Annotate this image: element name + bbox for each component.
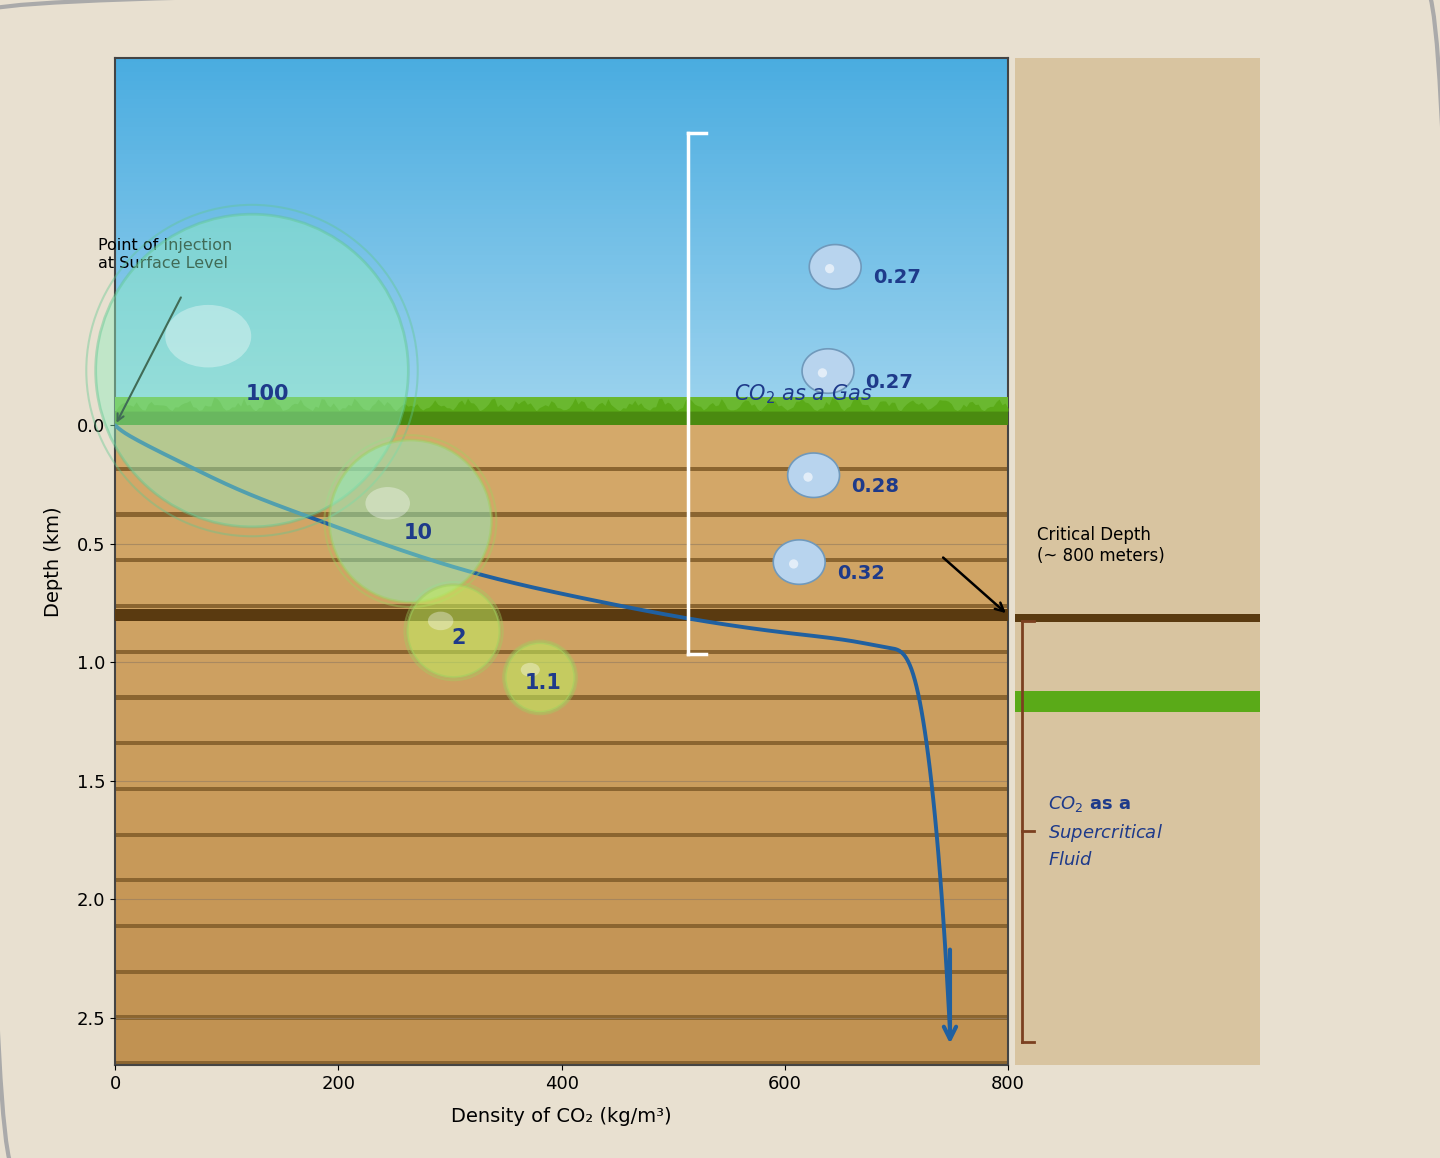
Text: Point of Injection
at Surface Level: Point of Injection at Surface Level — [98, 239, 233, 271]
Text: 0.32: 0.32 — [837, 564, 884, 582]
Text: 100: 100 — [246, 384, 289, 404]
Text: 2: 2 — [451, 628, 465, 648]
Text: 0.27: 0.27 — [865, 373, 913, 391]
Text: $\mathit{CO_2}$ as a Gas: $\mathit{CO_2}$ as a Gas — [734, 382, 873, 405]
Y-axis label: Depth (km): Depth (km) — [43, 506, 63, 617]
Text: $\mathit{CO_2}$ as a
$\mathit{Supercritical}$
$\mathit{Fluid}$: $\mathit{CO_2}$ as a $\mathit{Supercriti… — [1048, 793, 1164, 868]
Text: 1.1: 1.1 — [526, 673, 562, 692]
Text: 0.27: 0.27 — [873, 269, 920, 287]
X-axis label: Density of CO₂ (kg/m³): Density of CO₂ (kg/m³) — [451, 1107, 672, 1126]
Text: Critical Depth
(~ 800 meters): Critical Depth (~ 800 meters) — [1037, 526, 1165, 565]
Text: 10: 10 — [405, 523, 433, 543]
Text: 0.28: 0.28 — [851, 477, 899, 496]
